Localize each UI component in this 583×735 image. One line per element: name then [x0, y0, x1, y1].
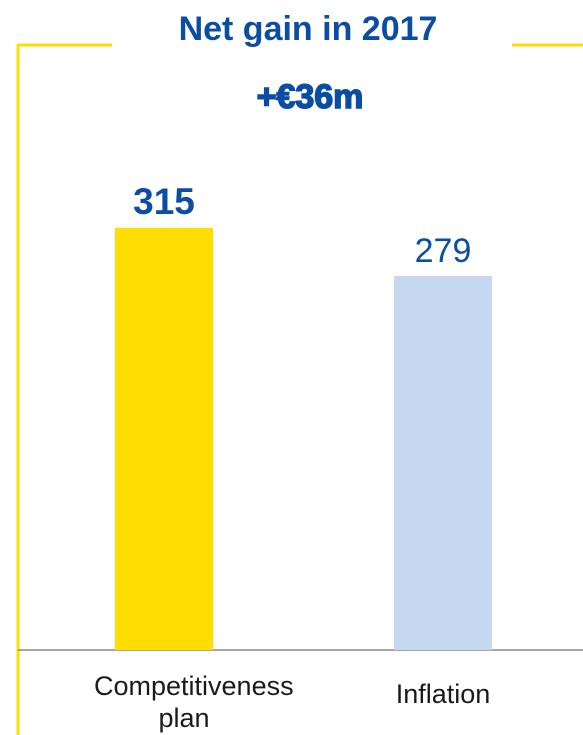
- x-tick-label: Inflation: [395, 679, 491, 709]
- bar: [115, 227, 213, 650]
- chart-subtitle: +€36m: [257, 78, 364, 116]
- value-label: 315: [133, 181, 195, 222]
- value-label: 279: [415, 232, 472, 270]
- x-tick-label: Competitiveness plan: [94, 671, 294, 733]
- chart-title: Net gain in 2017: [179, 10, 438, 48]
- bar: [394, 276, 492, 650]
